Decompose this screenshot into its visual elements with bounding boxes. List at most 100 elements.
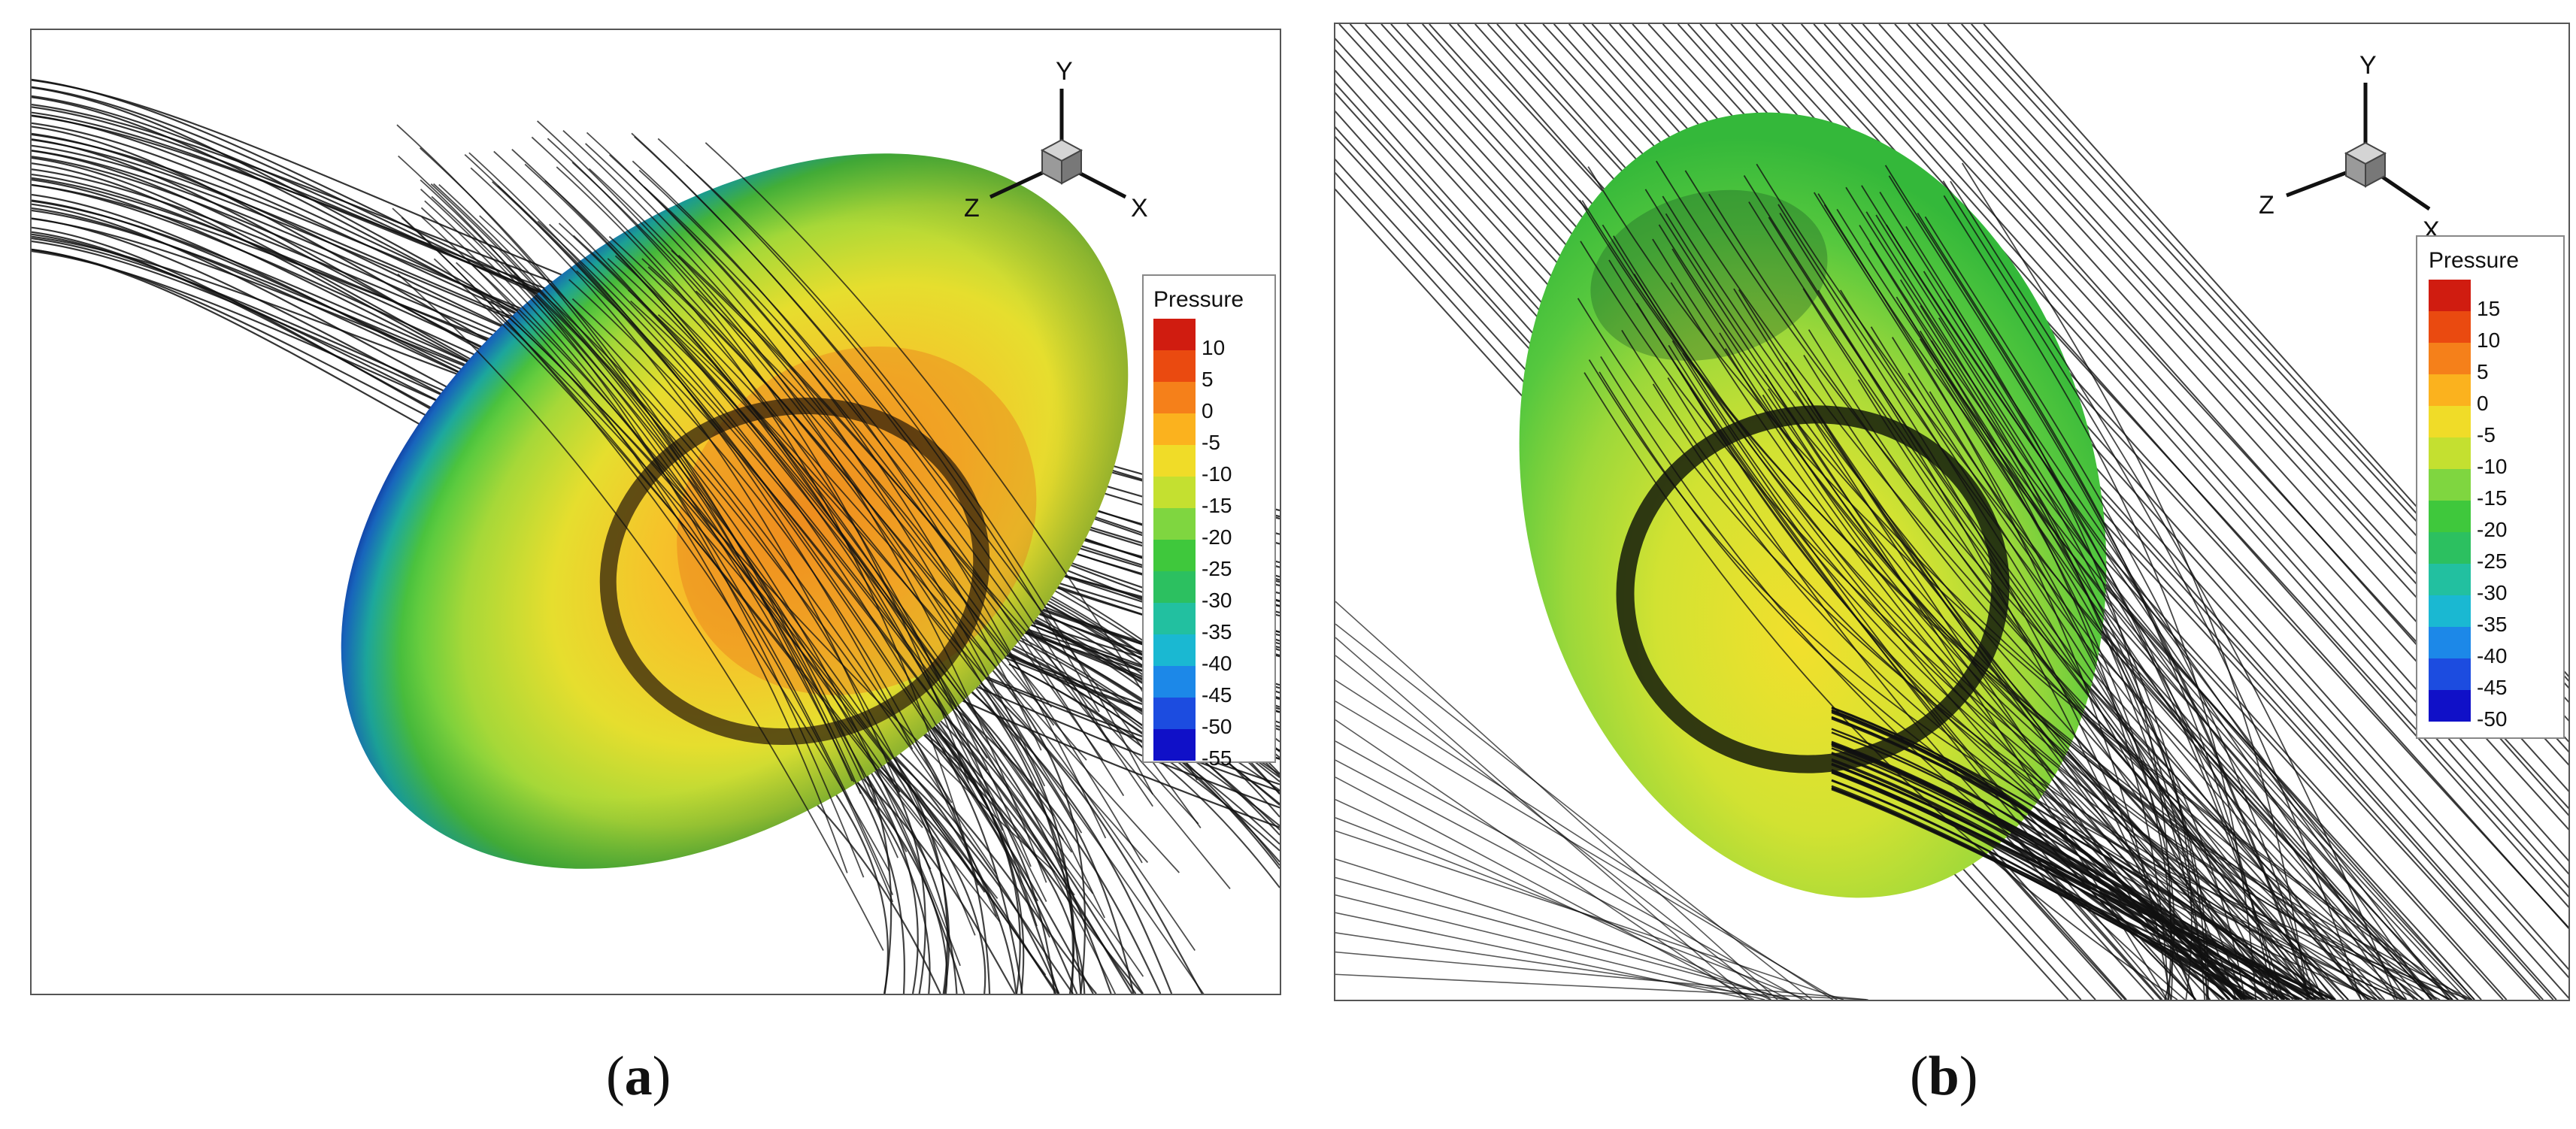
colorbar-cell (2429, 627, 2471, 658)
streamline (1831, 711, 2245, 1000)
axis-label-y: Y (1056, 57, 1073, 86)
colorbar-tick-label: -5 (2477, 423, 2496, 446)
colorbar-tick-label: -15 (1202, 494, 1232, 517)
colorbar-cell (1153, 445, 1196, 477)
colorbar-tick-label: -45 (1202, 683, 1232, 707)
streamline (1862, 24, 2568, 816)
streamline (432, 183, 932, 870)
streamline (556, 166, 979, 885)
streamline (647, 266, 1196, 951)
streamline (607, 258, 1032, 867)
colorbar-tick-label: 0 (2477, 392, 2489, 415)
streamline (1961, 162, 2308, 1000)
colorbar-cell (1153, 413, 1196, 445)
colorbar-tick-label: -50 (2477, 707, 2507, 731)
streamline (1335, 719, 1747, 1000)
streamline (1971, 24, 2568, 682)
streamline (1950, 180, 2398, 1000)
colorbar-cell (1153, 634, 1196, 666)
streamline (1756, 163, 2433, 1000)
streamline (468, 261, 986, 893)
streamline (1335, 601, 1778, 1000)
caption-b: (b) (1910, 1046, 1978, 1107)
streamline (1600, 356, 2240, 1000)
colorbar-cell (1153, 698, 1196, 729)
streamline (608, 236, 1038, 927)
colorbar-tick-label: -45 (2477, 676, 2507, 699)
streamline (1335, 776, 1755, 1000)
colorbar-cell (1153, 729, 1196, 761)
streamline (1708, 193, 2329, 1000)
colorbar-cell (1153, 319, 1196, 350)
colorbar-tick-label: 0 (1202, 399, 1214, 422)
streamline (1947, 24, 2568, 704)
streamline (421, 216, 848, 873)
streamline (632, 160, 1107, 839)
legend-title: Pressure (1153, 287, 1244, 312)
streamline (1919, 330, 2362, 1000)
streamline (1670, 282, 2246, 1000)
colorbar: 15 10 5 0 -5 -10 -15 -20 -25 -30 -35 -40 -45 -50 (2429, 280, 2507, 731)
colorbar-cell (2429, 690, 2471, 722)
streamline (1831, 731, 2300, 1000)
streamline (511, 148, 988, 759)
colorbar-tick-label: -5 (1202, 431, 1220, 454)
streamline (513, 274, 961, 967)
streamline (1916, 24, 2568, 743)
colorbar-tick-label: -35 (2477, 613, 2507, 636)
colorbar-tick-label: -20 (1202, 525, 1232, 549)
streamline (1831, 788, 2280, 1000)
streamline (1656, 160, 2377, 1000)
streamline (1813, 192, 2245, 1000)
streamline (397, 273, 884, 951)
streamline (548, 223, 1051, 938)
streamline (1886, 224, 2450, 1000)
streamline (1831, 759, 2224, 1000)
colorbar-cell (2429, 501, 2471, 532)
streamline (1668, 344, 2372, 1000)
streamline (641, 258, 1105, 919)
streamline (1919, 338, 2246, 1000)
colorbar-tick-label: 15 (2477, 297, 2500, 320)
colorbar-cell (2429, 343, 2471, 374)
streamline (1335, 830, 1844, 1000)
streamline (1961, 24, 2568, 689)
streamline (705, 142, 1198, 781)
colorbar-cell (1153, 508, 1196, 540)
streamline (1923, 271, 2278, 1000)
colorbar-tick-label: 5 (2477, 360, 2489, 383)
streamline (576, 270, 1144, 977)
axis-cube (2344, 141, 2387, 188)
colorbar-tick-label: -40 (2477, 644, 2507, 667)
streamline (1831, 709, 2248, 1000)
streamline (1743, 175, 2196, 1000)
streamline (1335, 951, 1868, 1000)
colorbar-cell (1153, 540, 1196, 571)
streamline (630, 300, 1117, 994)
axis-label-x: X (1131, 194, 1148, 222)
streamline (1859, 225, 2475, 1000)
streamline (671, 250, 1199, 825)
streamline (1335, 701, 1838, 1000)
axis-label-z: Z (2259, 191, 2274, 219)
colorbar-tick-label: -25 (1202, 557, 1232, 580)
colorbar-cell (2429, 658, 2471, 690)
streamline (562, 130, 1055, 726)
colorbar-cell (1153, 382, 1196, 413)
streamline (1838, 24, 2568, 831)
streamline (1580, 241, 2383, 1000)
streamline (1662, 195, 2324, 1000)
streamline (571, 162, 1083, 834)
streamline (1845, 186, 2396, 1000)
streamline (1879, 192, 2284, 1000)
colorbar-cell (2429, 437, 2471, 469)
streamline (1335, 876, 1790, 1000)
streamline (1335, 858, 1787, 1000)
streamline (470, 167, 901, 793)
streamline (1579, 199, 2425, 1000)
colorbar-cell (2429, 374, 2471, 406)
streamline (479, 215, 953, 804)
streamline (1335, 912, 1753, 1000)
caption-b-letter: b (1928, 1046, 1959, 1107)
streamline (1924, 216, 2316, 1000)
